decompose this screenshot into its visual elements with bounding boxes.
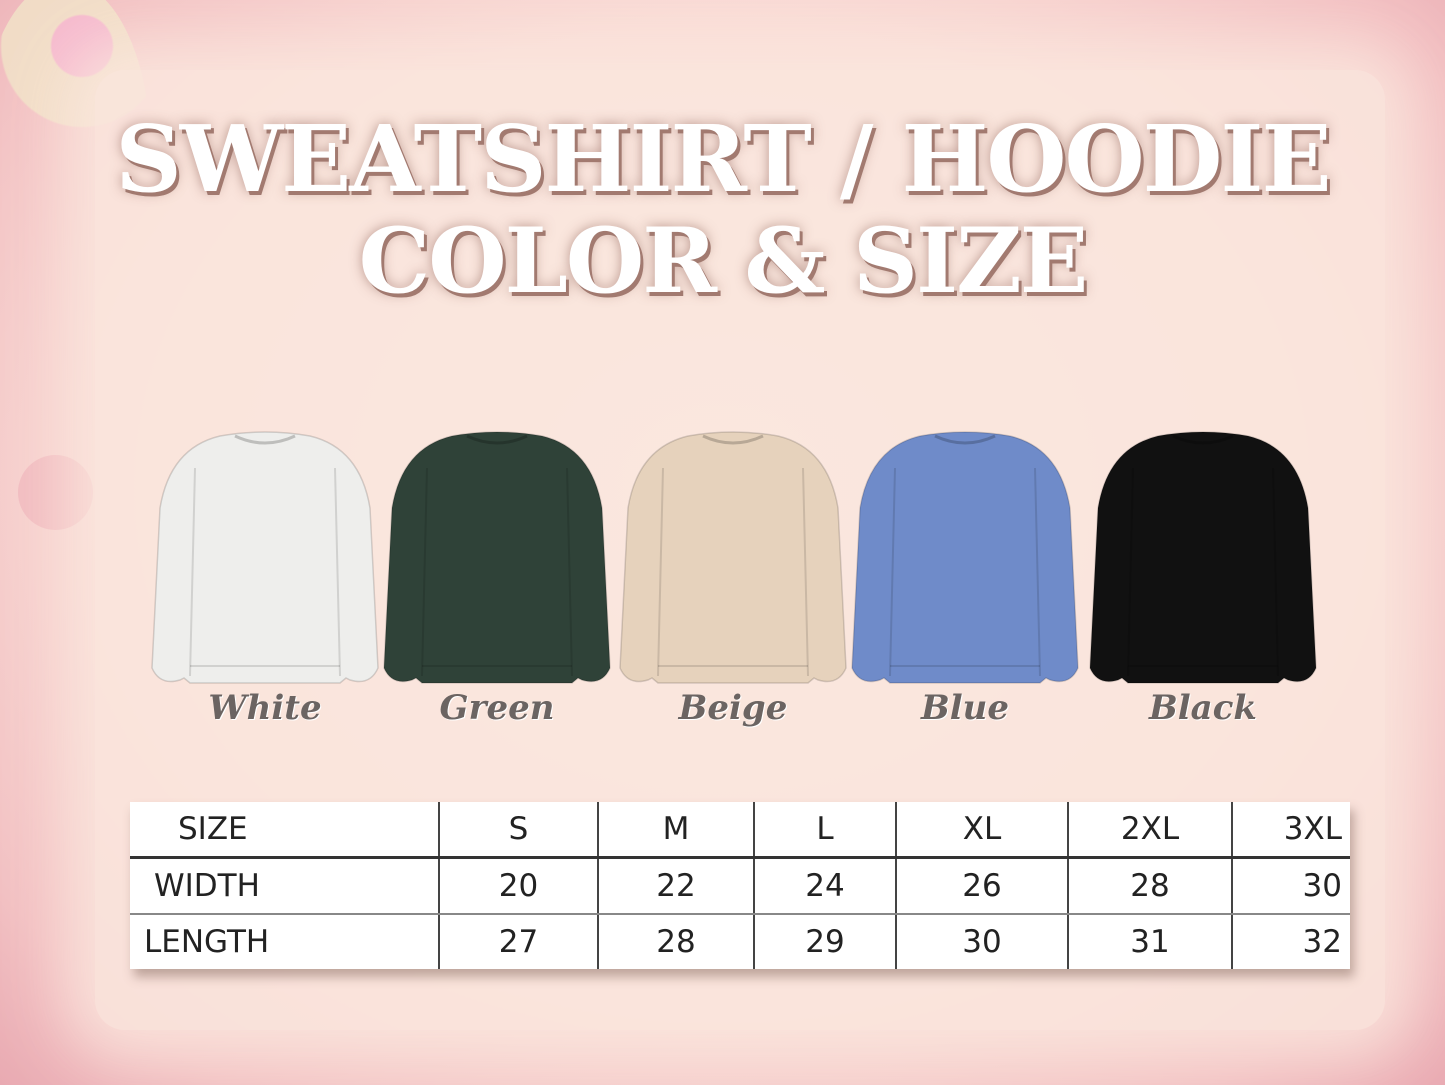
table-cell: 20 — [439, 857, 599, 915]
color-label: White — [208, 688, 322, 728]
color-label: Blue — [920, 688, 1009, 728]
table-cell: 26 — [896, 857, 1069, 915]
table-cell: 24 — [754, 857, 897, 915]
row-label: LENGTH — [130, 914, 440, 969]
sweatshirt-blue-image — [851, 431, 1079, 684]
header-cell: L — [754, 802, 897, 859]
table-cell: 28 — [598, 914, 755, 969]
table-cell: 30 — [1232, 857, 1350, 915]
sweatshirt-beige-image — [619, 431, 847, 684]
header-cell: 3XL — [1232, 802, 1350, 859]
sweatshirt-black-image — [1089, 431, 1317, 684]
header-cell: SIZE — [130, 802, 440, 859]
header-cell: M — [598, 802, 755, 859]
table-cell: 32 — [1302, 924, 1342, 960]
row-label: WIDTH — [130, 857, 440, 915]
size-table: SIZE S M L XL 2XL 3XL WIDTH 20 22 24 26 … — [130, 802, 1350, 969]
table-cell: 28 — [1068, 857, 1233, 915]
table-cell: 31 — [1068, 914, 1233, 969]
title-line-2: COLOR & SIZE — [358, 208, 1089, 314]
title-line-1: SWEATSHIRT / HOODIE — [115, 105, 1331, 213]
color-label: Beige — [678, 688, 788, 728]
header-cell: S — [439, 802, 599, 859]
table-cell: 27 — [439, 914, 599, 969]
color-label: Green — [439, 688, 555, 728]
table-cell: 29 — [754, 914, 897, 969]
table-cell: 22 — [598, 857, 755, 915]
button-decoration — [18, 455, 93, 530]
color-label: Black — [1149, 688, 1257, 728]
table-header-row: SIZE S M L XL 2XL 3XL — [130, 802, 1350, 859]
header-cell: 2XL — [1068, 802, 1233, 859]
header-cell: XL — [896, 802, 1069, 859]
sweatshirt-white-image — [151, 431, 379, 684]
table-cell: 30 — [896, 914, 1069, 969]
table-row: LENGTH 27 28 29 30 31 32 — [130, 914, 1350, 969]
table-row: WIDTH 20 22 24 26 28 30 — [130, 857, 1350, 915]
sweatshirt-green-image — [383, 431, 611, 684]
